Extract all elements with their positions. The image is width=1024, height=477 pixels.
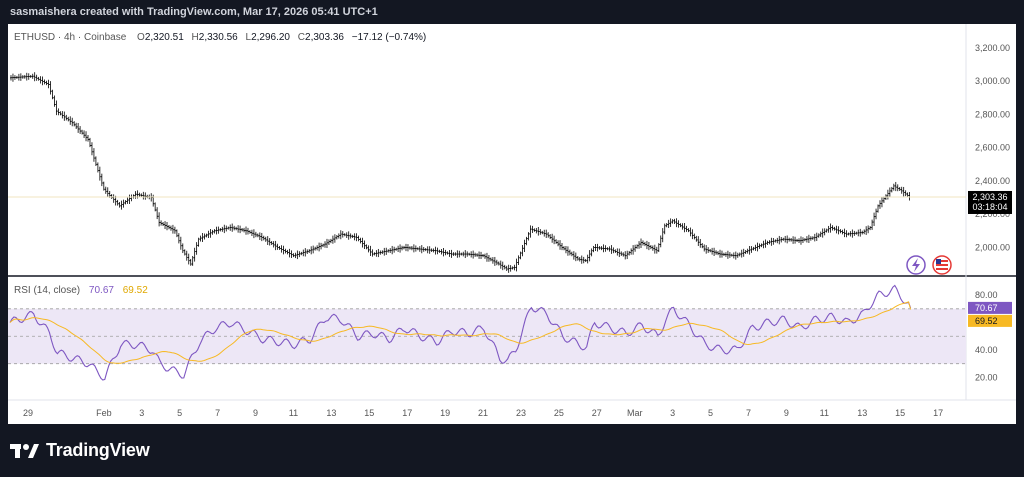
tradingview-logo-icon (10, 443, 39, 458)
price-tick-label: 2,800.00 (975, 109, 1010, 119)
time-tick-label: 15 (895, 408, 905, 418)
rsi-tick-label: 80.00 (975, 290, 998, 300)
time-tick-label: 13 (857, 408, 867, 418)
close-label: C (298, 32, 305, 43)
symbol-label: ETHUSD · 4h · Coinbase (14, 32, 127, 43)
time-tick-label: 7 (746, 408, 751, 418)
time-tick-label: 17 (933, 408, 943, 418)
last-price-tag: 2,303.36 03:18:04 (968, 190, 1012, 214)
time-tick-label: 9 (784, 408, 789, 418)
time-tick-label: 3 (139, 408, 144, 418)
close-value: 2,303.36 (305, 32, 344, 43)
footer-bar (0, 424, 1024, 477)
rsi-value: 70.67 (89, 285, 114, 296)
rsi-value-tags: 70.67 69.52 (968, 301, 1012, 327)
time-tick-label: 29 (23, 408, 33, 418)
price-tick-label: 2,400.00 (975, 176, 1010, 186)
change-value: −17.12 (−0.74%) (352, 32, 427, 43)
time-tick-label: 5 (177, 408, 182, 418)
rsi-legend: RSI (14, close) 70.67 69.52 (14, 285, 148, 296)
price-legend: ETHUSD · 4h · Coinbase O2,320.51 H2,330.… (14, 32, 426, 43)
time-tick-label: 9 (253, 408, 258, 418)
rsi-pane[interactable] (9, 284, 912, 381)
low-value: 2,296.20 (251, 32, 290, 43)
time-tick-label: 23 (516, 408, 526, 418)
price-tick-label: 3,000.00 (975, 76, 1010, 86)
open-value: 2,320.51 (145, 32, 184, 43)
rsi-band-fill (8, 308, 966, 364)
time-tick-label: 21 (478, 408, 488, 418)
us-flag-icon[interactable] (932, 255, 952, 275)
price-tick-label: 2,200.00 (975, 209, 1010, 219)
time-tick-label: 15 (364, 408, 374, 418)
time-axis: 29 Feb 3 5 7 9 11 13 15 17 19 21 23 25 27 Mar 3 5 7 9 11 13 15… (23, 408, 943, 418)
rsi-line (9, 284, 912, 381)
price-candles[interactable] (9, 72, 911, 273)
rsi-name: RSI (14, close) (14, 285, 80, 296)
high-value: 2,330.56 (199, 32, 238, 43)
countdown-label: 03:18:04 (972, 202, 1007, 212)
lightning-icon[interactable] (906, 255, 926, 275)
rsi-band-area (8, 308, 966, 365)
rsi-ma-line (9, 301, 912, 364)
rsi-ma-tag: 69.52 (975, 316, 998, 326)
time-tick-label: Feb (96, 408, 112, 418)
time-tick-label: 5 (708, 408, 713, 418)
time-tick-label: 3 (670, 408, 675, 418)
time-tick-label: 19 (440, 408, 450, 418)
price-tick-label: 2,000.00 (975, 242, 1010, 252)
rsi-value-tag: 70.67 (975, 303, 998, 313)
rsi-tick-label: 40.00 (975, 345, 998, 355)
price-axis: 2,000.00 2,200.00 2,400.00 2,600.00 2,800.00… (8, 43, 1010, 252)
last-price-label: 2,303.36 (972, 192, 1007, 202)
caption-bar: sasmaishera created with TradingView.com… (0, 0, 1024, 24)
time-tick-label: 27 (592, 408, 602, 418)
time-tick-label: 11 (289, 408, 298, 418)
brand-logo[interactable]: TradingView (10, 440, 150, 461)
time-tick-label: 25 (554, 408, 564, 418)
price-tick-label: 2,600.00 (975, 143, 1010, 153)
rsi-tick-label: 20.00 (975, 372, 998, 382)
time-tick-label: 13 (326, 408, 336, 418)
time-tick-label: 17 (402, 408, 412, 418)
time-tick-label: 7 (215, 408, 220, 418)
price-tick-label: 3,200.00 (975, 43, 1010, 53)
caption-text: sasmaishera created with TradingView.com… (10, 6, 378, 18)
time-tick-label: Mar (627, 408, 643, 418)
time-tick-label: 11 (820, 408, 829, 418)
low-label: L (246, 32, 252, 43)
high-label: H (192, 32, 199, 43)
brand-name: TradingView (46, 440, 150, 460)
rsi-ma-value: 69.52 (123, 285, 148, 296)
open-label: O (137, 32, 145, 43)
